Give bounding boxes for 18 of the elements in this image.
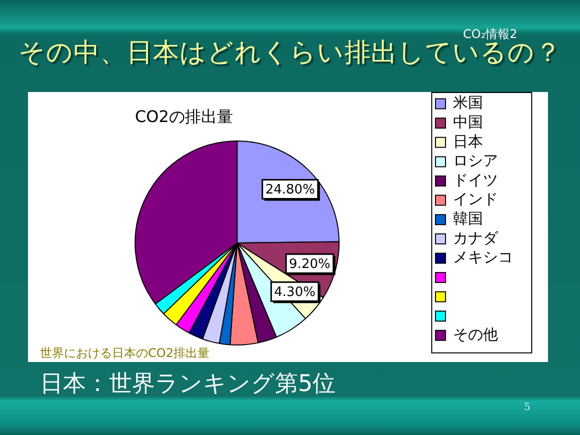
data-label: 4.30% [274, 285, 316, 300]
text: 日本：世界ランキング第5位 [40, 370, 336, 399]
text: CO2の排出量 [135, 107, 233, 126]
legend-label: 中国 [453, 112, 483, 131]
legend-label: インド [453, 190, 498, 208]
legend-label: 米国 [453, 94, 483, 112]
legend-label: カナダ [453, 228, 499, 247]
data-label: 24.80% [265, 182, 315, 198]
text: 5 [524, 402, 530, 413]
legend-label: ドイツ [453, 170, 498, 189]
legend-label: ロシア [453, 152, 498, 170]
text: CO₂情報2 [463, 26, 518, 42]
data-label: 9.20% [289, 256, 330, 272]
text: 世界における日本のCO2排出量 [40, 345, 210, 362]
legend-label: 韓国 [453, 209, 483, 228]
legend-label: メキシコ [453, 248, 513, 266]
legend-label: その他 [453, 325, 498, 344]
legend-label: 日本 [453, 132, 483, 150]
